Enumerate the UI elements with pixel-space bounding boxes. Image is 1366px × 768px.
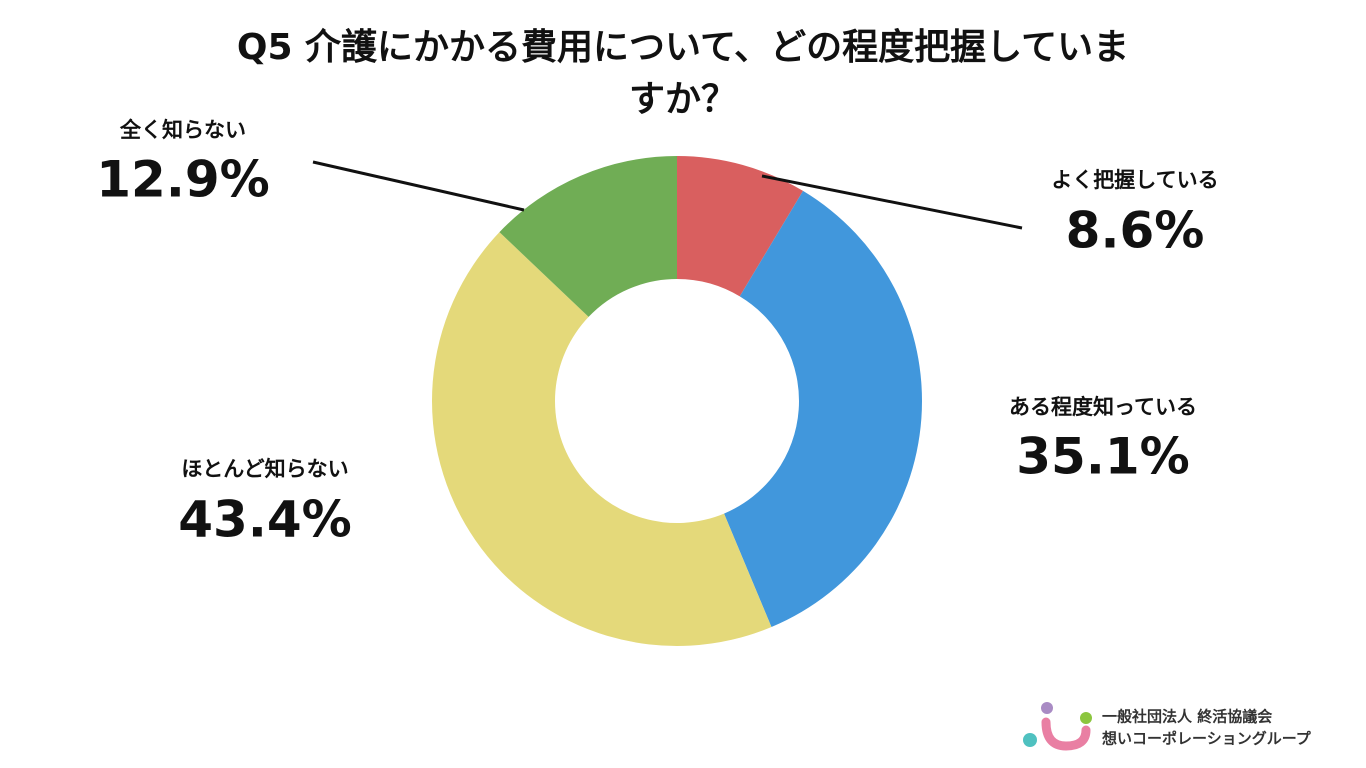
category-label: ほとんど知らない xyxy=(181,457,348,481)
value-label: 8.6% xyxy=(1066,202,1205,260)
leader-line xyxy=(761,174,1023,230)
category-label: 全く知らない xyxy=(119,118,246,142)
logo: 一般社団法人 終活協議会 想いコーポレーショングループ xyxy=(1023,702,1312,751)
slice xyxy=(432,232,772,646)
chart-title: Q5 介護にかかる費用について、どの程度把握していますか？ xyxy=(236,27,1130,120)
leader-line xyxy=(312,160,525,212)
category-label: よく把握している xyxy=(1051,168,1218,192)
logo-arc xyxy=(1041,717,1091,751)
logo-dot xyxy=(1080,712,1092,724)
logo-dot xyxy=(1041,702,1053,714)
logo-text: 想いコーポレーショングループ xyxy=(1101,730,1312,748)
value-label: 43.4% xyxy=(178,491,351,549)
value-label: 35.1% xyxy=(1016,428,1189,486)
category-label: ある程度知っている xyxy=(1009,395,1197,419)
logo-text: 一般社団法人 終活協議会 xyxy=(1102,708,1272,726)
value-label: 12.9% xyxy=(96,151,269,209)
slice xyxy=(677,156,804,297)
slice xyxy=(499,156,677,317)
slice xyxy=(724,190,922,628)
logo-dot xyxy=(1023,733,1037,747)
